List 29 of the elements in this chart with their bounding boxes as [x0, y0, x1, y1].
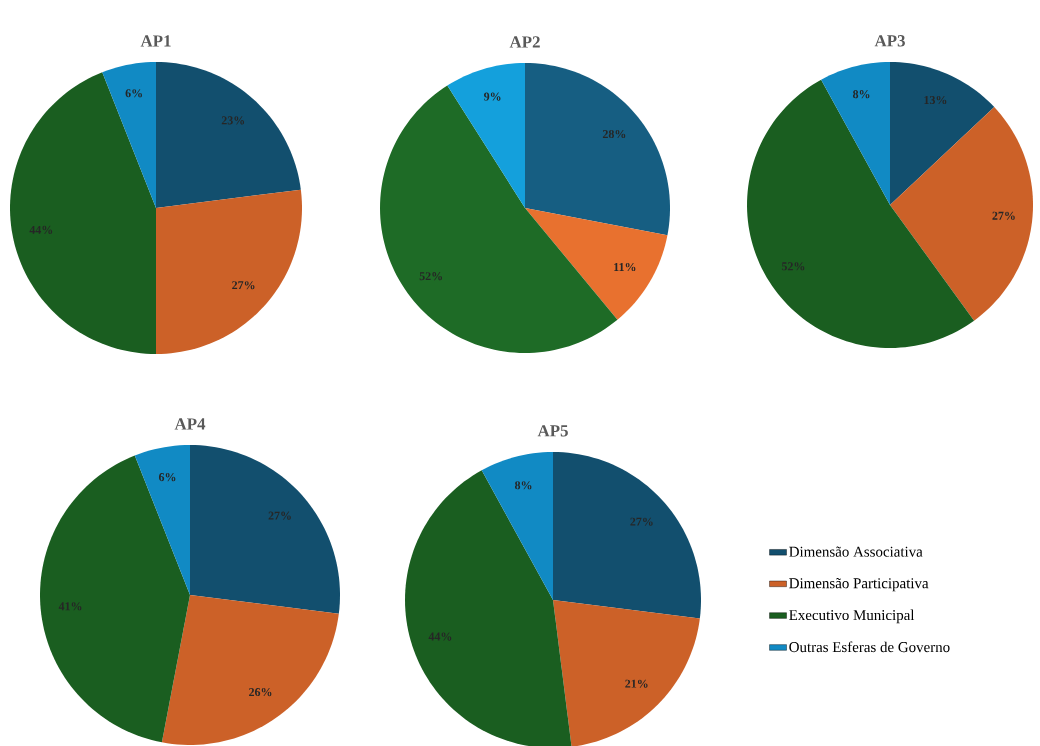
- data-label: 11%: [614, 262, 636, 272]
- legend-label: Outras Esferas de Governo: [789, 641, 950, 653]
- data-label: 26%: [249, 688, 272, 697]
- chart-title: AP5: [537, 425, 568, 437]
- legend-label: Dimensão Participativa: [789, 578, 929, 592]
- legend-label: Executivo Municipal: [789, 609, 915, 624]
- chart-title: AP1: [140, 35, 171, 47]
- chart-title: AP3: [874, 35, 905, 47]
- data-label: 27%: [992, 211, 1015, 220]
- legend-label: Dimensão Associativa: [789, 546, 923, 557]
- data-label: 27%: [268, 511, 291, 520]
- chart-title: AP2: [509, 36, 540, 48]
- data-label: 6%: [158, 473, 176, 482]
- data-label: 9%: [484, 92, 501, 101]
- data-label: 28%: [602, 130, 626, 139]
- data-label: 8%: [852, 90, 870, 99]
- data-label: 27%: [232, 281, 255, 290]
- data-label: 52%: [419, 272, 442, 281]
- data-label: 27%: [630, 517, 653, 526]
- data-label: 44%: [29, 225, 53, 234]
- data-label: 21%: [625, 679, 648, 688]
- data-label: 13%: [924, 95, 947, 105]
- data-label: 8%: [514, 481, 532, 490]
- data-label: 41%: [58, 602, 82, 611]
- data-label: 52%: [781, 262, 805, 271]
- chart-title: AP4: [174, 418, 206, 430]
- data-label: 23%: [221, 116, 245, 125]
- data-label: 6%: [125, 89, 142, 98]
- data-label: 44%: [428, 632, 452, 641]
